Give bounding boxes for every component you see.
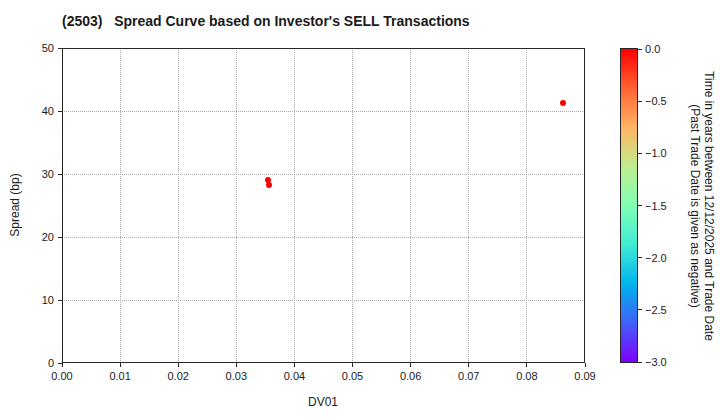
spread-curve-chart: (2503) Spread Curve based on Investor's … <box>0 0 720 420</box>
x-tick <box>468 363 469 367</box>
y-tick-label: 0 <box>4 356 54 370</box>
x-tick-label: 0.07 <box>444 369 494 383</box>
colorbar-tick <box>638 257 642 258</box>
colorbar-tick-label: −1.0 <box>645 146 689 160</box>
y-tick-label: 30 <box>4 167 54 181</box>
colorbar-label: Time in years between 12/12/2025 and Tra… <box>688 26 716 386</box>
colorbar-gradient: 0.0−0.5−1.0−1.5−2.0−2.5−3.0 <box>620 48 638 363</box>
plot-area: 0.000.010.020.030.040.050.060.070.080.09… <box>62 48 585 363</box>
x-tick <box>410 363 411 367</box>
colorbar-tick <box>638 153 642 154</box>
data-point <box>560 100 566 106</box>
x-tick <box>526 363 527 367</box>
y-axis-label: Spread (bp) <box>8 105 24 305</box>
x-tick-label: 0.06 <box>386 369 436 383</box>
x-tick <box>62 363 63 367</box>
colorbar-label-line1: Time in years between 12/12/2025 and Tra… <box>702 26 716 386</box>
x-axis-label: DV01 <box>273 395 373 409</box>
colorbar-tick <box>638 309 642 310</box>
x-tick <box>120 363 121 367</box>
colorbar-tick-label: −2.0 <box>645 251 689 265</box>
colorbar-tick-label: 0.0 <box>645 42 689 56</box>
x-tick-label: 0.09 <box>560 369 610 383</box>
plot-frame <box>62 48 585 363</box>
y-tick-label: 40 <box>4 104 54 118</box>
x-tick-label: 0.01 <box>95 369 145 383</box>
x-tick-label: 0.08 <box>502 369 552 383</box>
x-tick <box>294 363 295 367</box>
chart-title: (2503) Spread Curve based on Investor's … <box>62 13 470 29</box>
x-tick <box>236 363 237 367</box>
x-tick <box>585 363 586 367</box>
colorbar-tick <box>638 49 642 50</box>
colorbar-tick-label: −0.5 <box>645 94 689 108</box>
colorbar-label-line2: (Past Trade Date is given as negative) <box>688 26 702 386</box>
colorbar-tick <box>638 101 642 102</box>
colorbar-tick-label: −2.5 <box>645 303 689 317</box>
colorbar-tick-label: −3.0 <box>645 355 689 369</box>
x-tick <box>178 363 179 367</box>
y-tick-label: 20 <box>4 230 54 244</box>
x-tick-label: 0.00 <box>37 369 87 383</box>
colorbar-tick <box>638 205 642 206</box>
y-tick-label: 10 <box>4 293 54 307</box>
y-tick-label: 50 <box>4 41 54 55</box>
colorbar-tick-label: −1.5 <box>645 199 689 213</box>
x-tick-label: 0.04 <box>269 369 319 383</box>
x-tick <box>352 363 353 367</box>
colorbar-tick <box>638 362 642 363</box>
x-tick-label: 0.03 <box>211 369 261 383</box>
x-tick-label: 0.05 <box>328 369 378 383</box>
x-tick-label: 0.02 <box>153 369 203 383</box>
